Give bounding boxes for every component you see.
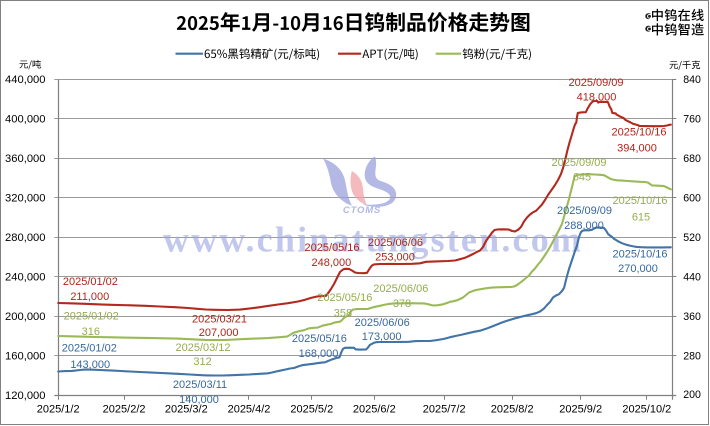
- svg-text:615: 615: [632, 211, 650, 223]
- svg-text:2025/01/02: 2025/01/02: [62, 343, 117, 355]
- svg-text:2025/9/2: 2025/9/2: [559, 403, 602, 415]
- svg-text:160,000: 160,000: [5, 350, 45, 362]
- svg-text:2025/5/2: 2025/5/2: [290, 403, 333, 415]
- svg-text:CTOMS: CTOMS: [343, 205, 381, 216]
- svg-text:288,000: 288,000: [564, 220, 604, 232]
- svg-text:270,000: 270,000: [618, 263, 658, 275]
- svg-text:2025/6/2: 2025/6/2: [353, 403, 396, 415]
- svg-text:2025/06/06: 2025/06/06: [373, 283, 428, 295]
- svg-text:2025/03/21: 2025/03/21: [192, 313, 247, 325]
- svg-text:2025/3/2: 2025/3/2: [165, 403, 208, 415]
- svg-text:2025/10/16: 2025/10/16: [612, 249, 667, 261]
- svg-text:211,000: 211,000: [70, 291, 109, 303]
- svg-text:378: 378: [393, 298, 411, 310]
- svg-text:358: 358: [334, 308, 352, 320]
- svg-text:394,000: 394,000: [617, 142, 657, 154]
- svg-text:2025/05/16: 2025/05/16: [304, 242, 359, 254]
- svg-text:2025/05/16: 2025/05/16: [292, 333, 347, 345]
- svg-text:2025/8/2: 2025/8/2: [491, 403, 534, 415]
- svg-text:143,000: 143,000: [70, 359, 110, 371]
- svg-text:2025/01/02: 2025/01/02: [63, 276, 118, 288]
- svg-text:316: 316: [82, 326, 100, 338]
- svg-text:173,000: 173,000: [362, 331, 402, 343]
- svg-text:440,000: 440,000: [5, 74, 45, 86]
- svg-text:2025/06/06: 2025/06/06: [368, 237, 423, 249]
- svg-text:2025/09/09: 2025/09/09: [557, 205, 612, 217]
- svg-text:2025/05/16: 2025/05/16: [317, 292, 372, 304]
- svg-text:120,000: 120,000: [5, 390, 45, 402]
- svg-text:418,000: 418,000: [577, 91, 617, 103]
- svg-text:2025/10/16: 2025/10/16: [611, 127, 666, 139]
- svg-text:2025/1/2: 2025/1/2: [37, 403, 80, 415]
- svg-text:360,000: 360,000: [5, 153, 45, 165]
- svg-text:2025/06/06: 2025/06/06: [355, 317, 410, 329]
- svg-text:2025/09/09: 2025/09/09: [551, 157, 606, 169]
- svg-text:248,000: 248,000: [312, 257, 352, 269]
- svg-text:280: 280: [683, 350, 701, 362]
- svg-text:400,000: 400,000: [5, 113, 45, 125]
- svg-text:240,000: 240,000: [5, 271, 45, 283]
- svg-text:440: 440: [683, 271, 701, 283]
- svg-text:680: 680: [683, 153, 701, 165]
- svg-text:2025/09/09: 2025/09/09: [568, 77, 623, 89]
- svg-text:760: 760: [683, 113, 701, 125]
- svg-text:2025/03/12: 2025/03/12: [175, 342, 230, 354]
- svg-text:2025/03/11: 2025/03/11: [173, 379, 227, 391]
- svg-text:645: 645: [573, 171, 591, 183]
- svg-text:600: 600: [683, 192, 701, 204]
- svg-text:253,000: 253,000: [375, 252, 415, 264]
- svg-text:360: 360: [683, 311, 701, 323]
- svg-text:2025/4/2: 2025/4/2: [228, 403, 271, 415]
- svg-text:520: 520: [683, 232, 701, 244]
- svg-text:280,000: 280,000: [5, 232, 45, 244]
- svg-text:200,000: 200,000: [5, 311, 45, 323]
- svg-text:200: 200: [683, 389, 701, 401]
- svg-text:2025/10/2: 2025/10/2: [622, 403, 671, 415]
- svg-text:2025/10/16: 2025/10/16: [612, 195, 667, 207]
- svg-text:www.chinatungsten.com: www.chinatungsten.com: [163, 220, 583, 260]
- svg-text:2025/01/02: 2025/01/02: [64, 311, 119, 323]
- svg-text:140,000: 140,000: [179, 394, 219, 406]
- svg-text:207,000: 207,000: [199, 327, 239, 339]
- svg-text:2025/2/2: 2025/2/2: [103, 403, 146, 415]
- svg-text:168,000: 168,000: [299, 348, 339, 360]
- svg-text:320,000: 320,000: [5, 192, 45, 204]
- svg-text:840: 840: [683, 74, 701, 86]
- svg-text:312: 312: [193, 356, 211, 368]
- svg-text:2025/7/2: 2025/7/2: [423, 403, 466, 415]
